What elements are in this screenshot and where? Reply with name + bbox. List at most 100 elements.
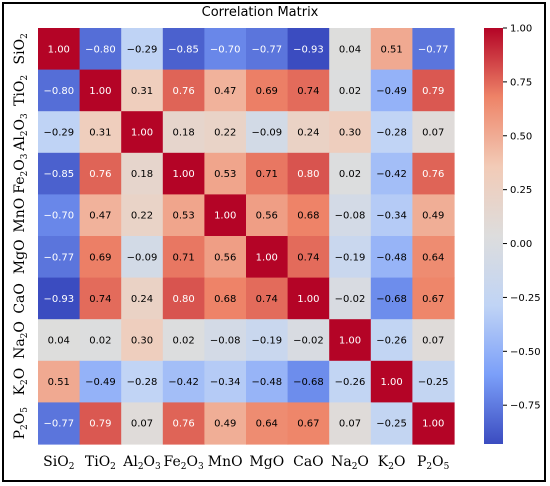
cell-value-label: −0.93 bbox=[43, 294, 74, 305]
cell-value-label: 0.02 bbox=[172, 336, 194, 347]
heatmap-cell bbox=[370, 69, 413, 112]
heatmap-cell bbox=[204, 236, 247, 279]
cell-value-label: −0.77 bbox=[418, 44, 449, 55]
x-tick-label: MnO bbox=[208, 454, 243, 470]
heatmap-cell bbox=[121, 360, 164, 403]
cell-value-label: −0.48 bbox=[376, 252, 407, 263]
heatmap-cell bbox=[370, 111, 413, 154]
heatmap-cell bbox=[287, 69, 330, 112]
cell-value-label: 0.49 bbox=[214, 419, 236, 430]
cell-value-label: 0.69 bbox=[89, 252, 111, 263]
cell-value-label: −0.85 bbox=[168, 44, 199, 55]
heatmap-cell bbox=[204, 277, 247, 320]
x-tick-label: Fe2O3 bbox=[164, 454, 204, 472]
cell-value-label: 0.71 bbox=[256, 169, 278, 180]
heatmap-cell bbox=[162, 236, 205, 279]
cell-value-label: −0.28 bbox=[127, 377, 158, 388]
y-tick-label: CaO bbox=[12, 283, 28, 314]
heatmap-cell bbox=[121, 319, 164, 362]
heatmap-cell bbox=[412, 277, 455, 320]
colorbar-tick-label: 0.00 bbox=[510, 239, 532, 250]
cell-value-label: 0.68 bbox=[214, 294, 236, 305]
heatmap-cell bbox=[287, 277, 330, 320]
cell-value-label: 1.00 bbox=[214, 211, 236, 222]
colorbar-tick-label: 0.75 bbox=[510, 77, 532, 88]
cell-value-label: 1.00 bbox=[339, 336, 361, 347]
x-tick-label: CaO bbox=[293, 454, 324, 470]
chart-title: Correlation Matrix bbox=[201, 5, 319, 20]
heatmap-cell bbox=[412, 111, 455, 154]
cell-value-label: 0.76 bbox=[172, 86, 194, 97]
heatmap-cell bbox=[38, 360, 81, 403]
y-tick-label: MgO bbox=[12, 239, 28, 274]
cell-value-label: 0.67 bbox=[297, 419, 319, 430]
heatmap-cell bbox=[204, 194, 247, 237]
heatmap-cell bbox=[246, 111, 289, 154]
heatmap-cell bbox=[412, 69, 455, 112]
heatmap-cell bbox=[370, 319, 413, 362]
cell-value-label: 0.74 bbox=[89, 294, 111, 305]
heatmap-cell bbox=[79, 194, 122, 237]
cell-value-label: −0.09 bbox=[127, 252, 158, 263]
heatmap-cell bbox=[287, 194, 330, 237]
heatmap-cell bbox=[121, 69, 164, 112]
heatmap-cell bbox=[79, 28, 122, 71]
heatmap-cell bbox=[246, 402, 289, 445]
y-tick-label: MnO bbox=[12, 198, 28, 233]
cell-value-label: 1.00 bbox=[131, 128, 153, 139]
heatmap-cell bbox=[79, 319, 122, 362]
cell-value-label: −0.70 bbox=[210, 44, 241, 55]
cell-value-label: −0.08 bbox=[210, 336, 241, 347]
heatmap-cell bbox=[162, 402, 205, 445]
heatmap-cell bbox=[79, 152, 122, 195]
heatmap-cell bbox=[412, 152, 455, 195]
cell-value-label: 0.71 bbox=[172, 252, 194, 263]
heatmap-cell bbox=[246, 277, 289, 320]
heatmap-cell bbox=[412, 402, 455, 445]
y-tick-label: SiO2 bbox=[12, 33, 30, 64]
heatmap-cell bbox=[121, 111, 164, 154]
heatmap-cell bbox=[287, 319, 330, 362]
cell-value-label: 1.00 bbox=[422, 419, 444, 430]
cell-value-label: 0.18 bbox=[172, 128, 194, 139]
heatmap-cell bbox=[204, 28, 247, 71]
cell-value-label: −0.26 bbox=[376, 336, 407, 347]
x-tick-label: TiO2 bbox=[85, 454, 116, 472]
cell-value-label: 1.00 bbox=[89, 86, 111, 97]
cell-value-label: −0.77 bbox=[43, 252, 74, 263]
cell-value-label: −0.29 bbox=[127, 44, 158, 55]
cell-value-label: 0.80 bbox=[297, 169, 319, 180]
cell-value-label: 0.76 bbox=[89, 169, 111, 180]
heatmap-cell bbox=[204, 360, 247, 403]
heatmap-cell bbox=[162, 360, 205, 403]
cell-value-label: 0.74 bbox=[297, 252, 319, 263]
cell-value-label: 0.04 bbox=[339, 44, 361, 55]
heatmap-cell bbox=[329, 152, 372, 195]
heatmap-cell bbox=[412, 28, 455, 71]
heatmap-cell bbox=[329, 194, 372, 237]
cell-value-label: 1.00 bbox=[297, 294, 319, 305]
heatmap-cell bbox=[412, 360, 455, 403]
cell-value-label: 0.64 bbox=[422, 252, 444, 263]
cell-value-label: −0.77 bbox=[251, 44, 282, 55]
cell-value-label: −0.80 bbox=[43, 86, 74, 97]
heatmap-cell bbox=[329, 236, 372, 279]
heatmap-cell bbox=[287, 402, 330, 445]
heatmap-cell bbox=[162, 111, 205, 154]
cell-value-label: −0.34 bbox=[210, 377, 241, 388]
cell-value-label: 0.56 bbox=[214, 252, 236, 263]
x-tick-label: SiO2 bbox=[43, 454, 74, 472]
x-tick-label: MgO bbox=[249, 454, 284, 470]
heatmap-cell bbox=[370, 28, 413, 71]
cell-value-label: 0.74 bbox=[297, 86, 319, 97]
heatmap-cell bbox=[204, 69, 247, 112]
cell-value-label: 0.02 bbox=[339, 169, 361, 180]
heatmap-cell bbox=[38, 111, 81, 154]
cell-value-label: −0.68 bbox=[293, 377, 324, 388]
cell-value-label: 0.51 bbox=[380, 44, 402, 55]
cell-value-label: 0.80 bbox=[172, 294, 194, 305]
heatmap-cell bbox=[370, 360, 413, 403]
colorbar-tick-label: 1.00 bbox=[510, 24, 532, 35]
heatmap-cell bbox=[162, 152, 205, 195]
heatmap-cell bbox=[121, 402, 164, 445]
